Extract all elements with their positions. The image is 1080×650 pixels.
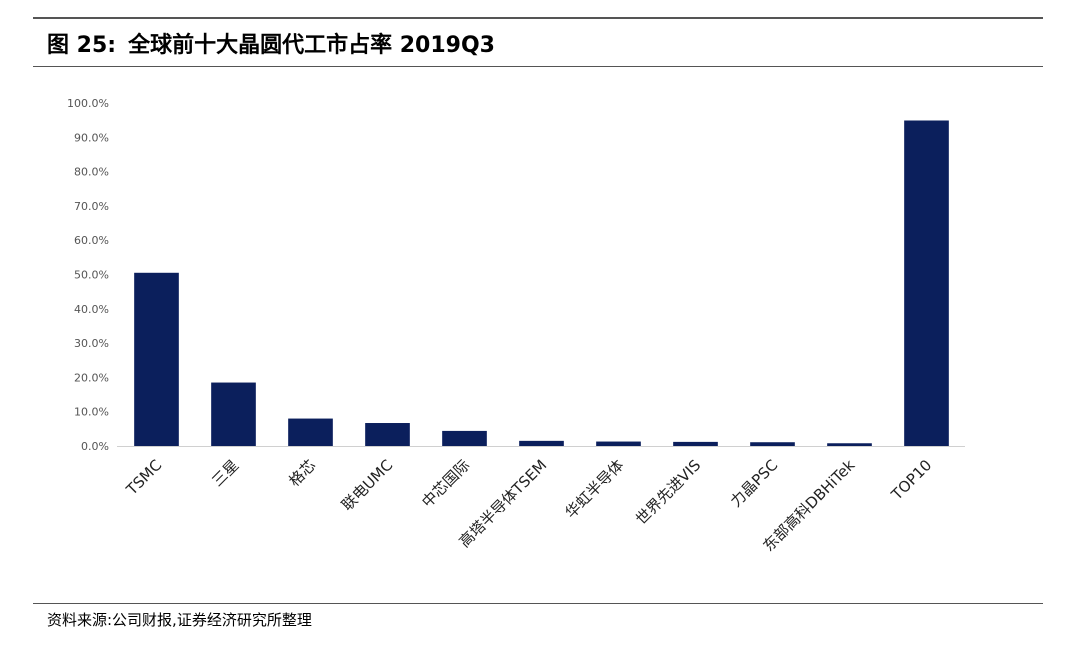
x-category-label: 联电UMC bbox=[338, 456, 396, 514]
x-category-label: 世界先进VIS bbox=[632, 456, 704, 528]
x-category-label: 三星 bbox=[208, 456, 242, 490]
bar bbox=[904, 120, 949, 447]
y-tick-label: 90.0% bbox=[74, 131, 109, 144]
bar bbox=[827, 443, 872, 446]
x-category-label: TSMC bbox=[122, 456, 165, 499]
chart-title: 全球前十大晶圆代工市占率 2019Q3 bbox=[128, 33, 495, 58]
y-tick-label: 70.0% bbox=[74, 200, 109, 213]
y-tick-label: 40.0% bbox=[74, 303, 109, 316]
bar-chart: 0.0% 10.0% 20.0% 30.0% 40.0% 50.0% 60.0% 70.0% 8… bbox=[33, 80, 1043, 600]
source-note: 资料来源:公司财报,证券经济研究所整理 bbox=[47, 611, 312, 629]
bar bbox=[211, 382, 256, 446]
x-category-label: 中芯国际 bbox=[418, 456, 473, 511]
y-tick-label: 30.0% bbox=[74, 337, 109, 350]
bar bbox=[519, 440, 564, 446]
bar bbox=[596, 441, 641, 446]
bar bbox=[750, 442, 795, 446]
y-tick-label: 60.0% bbox=[74, 234, 109, 247]
y-tick-label: 10.0% bbox=[74, 406, 109, 419]
bar bbox=[288, 418, 333, 446]
bar bbox=[442, 430, 487, 446]
x-category-label: 格芯 bbox=[285, 456, 319, 490]
chart-canvas: 0.0% 10.0% 20.0% 30.0% 40.0% 50.0% 60.0% 70.0% 8… bbox=[67, 97, 965, 555]
figure-title: 图 25: 全球前十大晶圆代工市占率 2019Q3 bbox=[47, 26, 495, 60]
bottom-rule bbox=[33, 603, 1043, 604]
x-category-label: 华虹半导体 bbox=[562, 456, 628, 522]
bar bbox=[365, 423, 410, 446]
y-tick-label: 80.0% bbox=[74, 166, 109, 179]
figure-label: 图 25: bbox=[47, 33, 117, 58]
title-rule bbox=[33, 66, 1043, 67]
y-tick-label: 20.0% bbox=[74, 371, 109, 384]
x-category-label: TOP10 bbox=[887, 456, 935, 504]
bar bbox=[673, 441, 718, 446]
y-tick-label: 50.0% bbox=[74, 269, 109, 282]
top-rule bbox=[33, 17, 1043, 19]
bar bbox=[134, 272, 179, 446]
x-category-label: 力晶PSC bbox=[727, 456, 781, 510]
y-tick-label: 100.0% bbox=[67, 97, 109, 110]
y-tick-label: 0.0% bbox=[81, 440, 109, 453]
